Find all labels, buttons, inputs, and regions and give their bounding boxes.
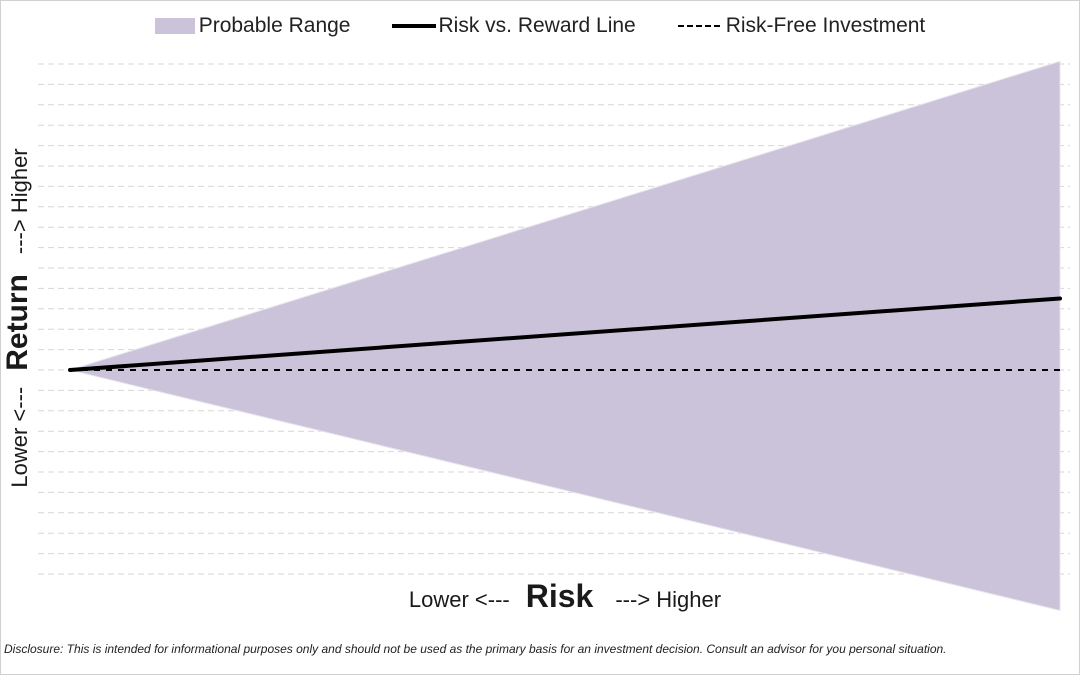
legend-label: Risk-Free Investment xyxy=(725,14,926,37)
legend-label: Risk vs. Reward Line xyxy=(438,14,636,37)
y-axis-word: Return xyxy=(1,274,34,371)
legend-swatch-fill xyxy=(154,18,195,34)
legend-item-probable-range: Probable Range xyxy=(154,14,351,38)
legend-swatch-dashed xyxy=(677,25,720,27)
x-axis-low-label: Lower <--- xyxy=(408,587,510,612)
x-axis-title: Lower <--- Risk ---> Higher xyxy=(0,578,1080,615)
y-axis-high-label: ---> Higher xyxy=(7,148,32,255)
legend-label: Probable Range xyxy=(198,14,351,37)
legend-item-risk-free: Risk-Free Investment xyxy=(677,14,926,38)
legend: Probable Range Risk vs. Reward Line Risk… xyxy=(0,14,1080,38)
y-axis-low-label: Lower <--- xyxy=(7,386,32,488)
risk-vs-reward-line xyxy=(68,296,1062,372)
x-axis-high-label: ---> Higher xyxy=(615,587,722,612)
legend-swatch-line xyxy=(392,24,437,28)
x-axis-word: Risk xyxy=(525,578,594,614)
disclosure-text: Disclosure: This is intended for informa… xyxy=(4,642,947,656)
legend-item-risk-vs-reward: Risk vs. Reward Line xyxy=(392,14,636,38)
y-axis-title: Lower <--- Return ---> Higher xyxy=(1,148,35,487)
